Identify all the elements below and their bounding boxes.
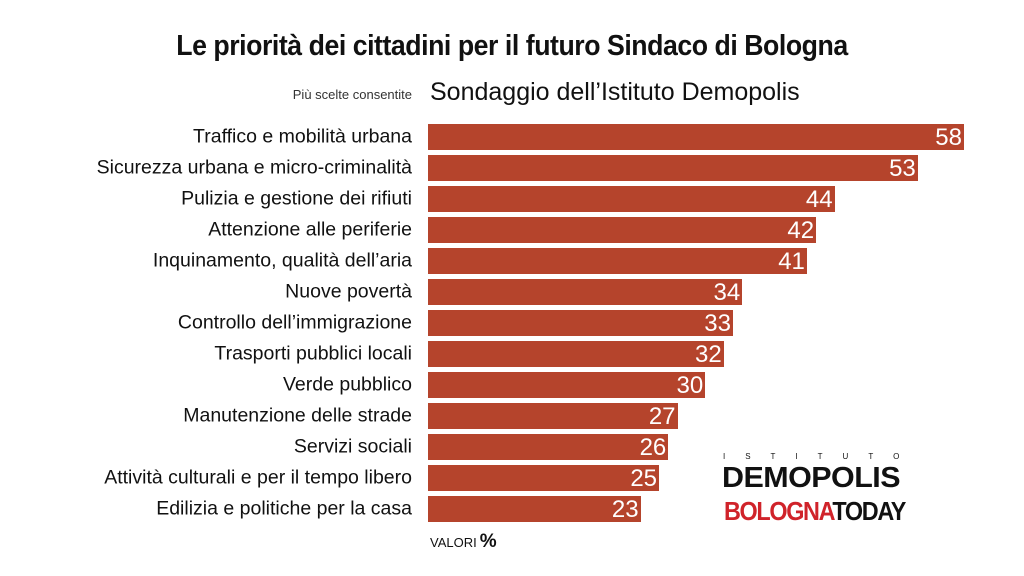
chart-title: Le priorità dei cittadini per il futuro … (176, 30, 848, 62)
bar (428, 465, 660, 491)
category-label: Servizi sociali (293, 435, 412, 458)
bar (428, 434, 669, 460)
bar (428, 217, 817, 243)
bar (428, 279, 743, 305)
category-label: Controllo dell’immigrazione (177, 311, 412, 334)
bar (428, 155, 918, 181)
bar (428, 372, 706, 398)
value-label: 23 (611, 496, 639, 523)
value-label: 27 (648, 403, 676, 430)
chart-note: Più scelte consentite (292, 87, 412, 102)
bar (428, 310, 733, 336)
value-label: 44 (805, 186, 833, 213)
value-label: 32 (695, 341, 722, 368)
category-label: Edilizia e politiche per la casa (156, 497, 412, 520)
demopolis-logo-tagline: ISTITUTO (723, 452, 920, 461)
bar (428, 341, 724, 367)
value-label: 25 (630, 465, 658, 492)
category-label: Inquinamento, qualità dell’aria (152, 249, 412, 272)
value-label: 53 (889, 155, 916, 182)
value-label: 58 (935, 124, 962, 151)
category-label: Attività culturali e per il tempo libero (104, 466, 412, 489)
bar (428, 496, 641, 522)
category-label: Traffico e mobilità urbana (193, 125, 412, 148)
chart-subtitle: Sondaggio dell’Istituto Demopolis (430, 78, 800, 106)
value-label: 41 (778, 248, 805, 275)
bolognatoday-logo: BOLOGNATODAY (724, 496, 906, 526)
value-label: 42 (787, 217, 815, 244)
category-label: Nuove povertà (285, 280, 412, 303)
category-label: Sicurezza urbana e micro-criminalità (96, 156, 412, 179)
value-label: 26 (639, 434, 667, 461)
bar (428, 403, 678, 429)
unit-symbol: % (479, 531, 497, 552)
bar (428, 186, 835, 212)
unit-label: VALORI% (430, 531, 497, 552)
bar (428, 248, 807, 274)
value-label: 30 (676, 372, 704, 399)
value-label: 34 (713, 279, 741, 306)
category-label: Verde pubblico (282, 373, 412, 396)
category-label: Manutenzione delle strade (183, 404, 412, 427)
category-label: Pulizia e gestione dei rifiuti (181, 187, 412, 210)
demopolis-logo: DEMOPOLIS (722, 462, 901, 494)
category-label: Trasporti pubblici locali (214, 342, 412, 365)
value-label: 33 (704, 310, 731, 337)
bar (428, 124, 964, 150)
category-label: Attenzione alle periferie (208, 218, 412, 241)
